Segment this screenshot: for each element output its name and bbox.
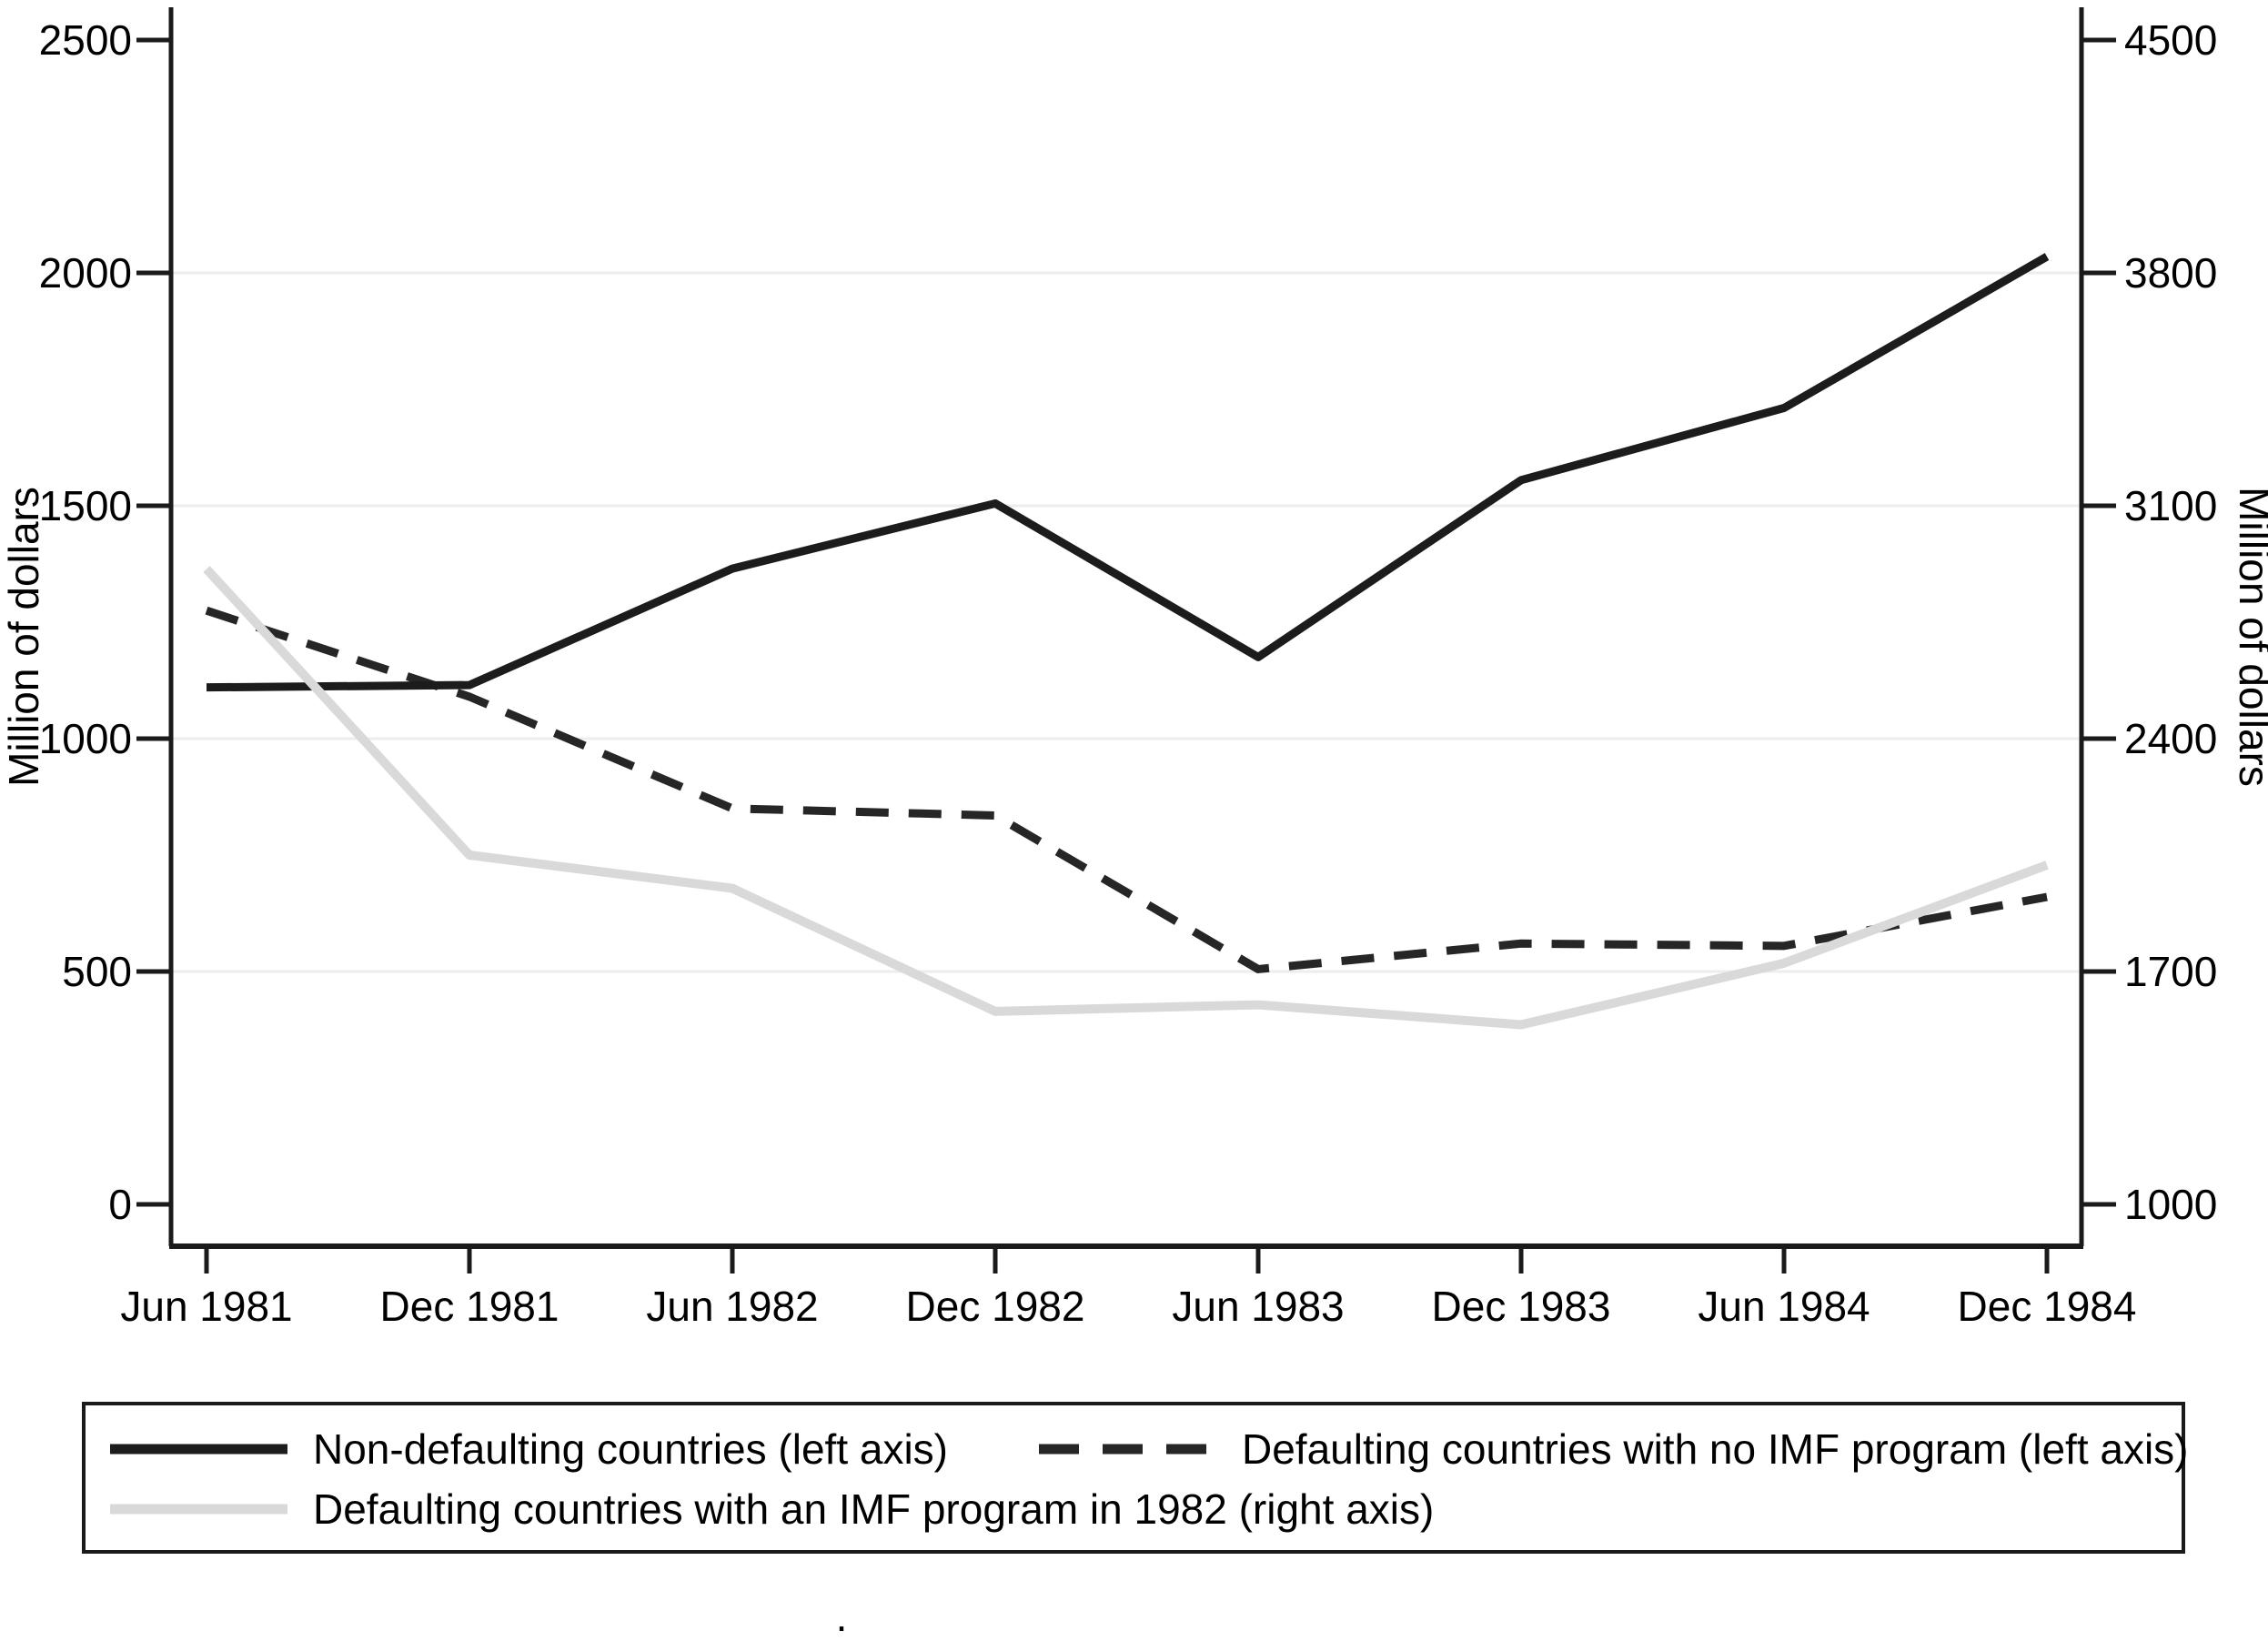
- x-axis-tick-label: Dec 1982: [906, 1283, 1085, 1330]
- y-axis-right-tick-label: 3100: [2124, 482, 2217, 529]
- x-axis-tick-label: Dec 1984: [1958, 1283, 2137, 1330]
- y-axis-left-tick-label: 1500: [39, 482, 132, 529]
- x-axis-tick-label: Jun 1983: [1172, 1283, 1344, 1330]
- y-axis-left-tick-label: 500: [62, 948, 132, 995]
- y-axis-left-tick-label: 2000: [39, 249, 132, 297]
- x-axis-tick-label: Jun 1984: [1698, 1283, 1870, 1330]
- x-axis-tick-label: Dec 1981: [380, 1283, 559, 1330]
- legend: Non-defaulting countries (left axis) Defa…: [82, 1402, 2189, 1554]
- x-axis-tick-label: Jun 1982: [646, 1283, 818, 1330]
- legend-label-non-defaulting: Non-defaulting countries (left axis): [313, 1425, 948, 1473]
- y-axis-right-tick-label: 3800: [2124, 249, 2217, 297]
- axis-ticks: [136, 37, 2116, 1274]
- y-axis-right-tick-label: 1000: [2124, 1181, 2217, 1228]
- series-line-non-defaulting: [206, 253, 2050, 692]
- series-line-defaulting-no-imf: [205, 606, 2048, 973]
- gridlines: [171, 271, 2082, 973]
- legend-label-defaulting-no-imf: Defaulting countries with no IMF program…: [1242, 1425, 2189, 1473]
- y-axis-right-title: Million of dollars: [2231, 487, 2268, 787]
- y-axis-right-tick-label: 4500: [2124, 16, 2217, 64]
- footnote-dot: .: [836, 1593, 848, 1640]
- legend-label-defaulting-imf-1982: Defaulting countries with an IMF program…: [313, 1485, 1434, 1533]
- x-axis-tick-label: Jun 1981: [120, 1283, 292, 1330]
- axis-titles: Million of dollars Million of dollars: [0, 487, 2268, 787]
- footnote-dot-glyph: .: [836, 1593, 848, 1640]
- y-axis-left-tick-label: 0: [108, 1181, 132, 1228]
- series-lines: [203, 253, 2050, 1030]
- y-axis-left-tick-label: 2500: [39, 16, 132, 64]
- series-line-defaulting-imf-1982: [203, 566, 2049, 1030]
- axis-tick-labels: 0 500 1000 1500 2000 2500 1000 1700 2400 3100 3800…: [39, 16, 2218, 1330]
- x-axis-tick-label: Dec 1983: [1432, 1283, 1611, 1330]
- axes: [168, 7, 2084, 1249]
- legend-box: [82, 1402, 2185, 1554]
- y-axis-right-tick-label: 1700: [2124, 948, 2217, 995]
- y-axis-left-tick-label: 1000: [39, 715, 132, 762]
- y-axis-right-tick-label: 2400: [2124, 715, 2217, 762]
- y-axis-left-title: Million of dollars: [0, 487, 47, 787]
